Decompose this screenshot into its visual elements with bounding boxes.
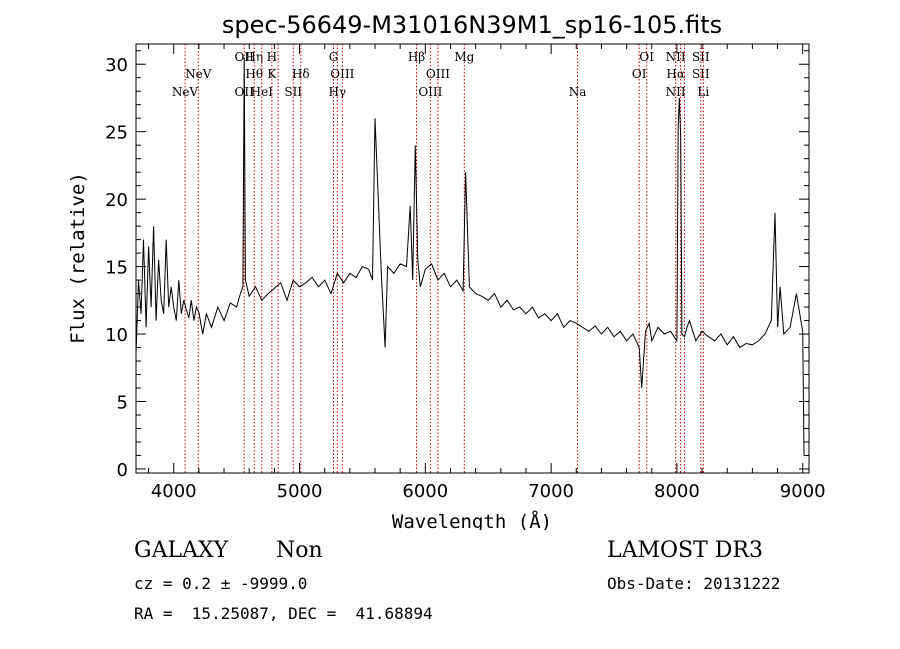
line-label: OI: [632, 67, 647, 81]
redshift-readout: cz = 0.2 ± -9999.0: [134, 574, 308, 593]
plot-frame: [135, 43, 810, 474]
spectrum-series: [135, 57, 805, 456]
line-label: Mg: [454, 50, 474, 64]
x-tick-label: 7000: [528, 481, 574, 502]
line-label: Hα: [666, 67, 685, 81]
line-label: SII: [692, 67, 710, 81]
line-label: OIII: [426, 67, 450, 81]
line-label: K: [267, 67, 277, 81]
x-tick-label: 4000: [151, 481, 197, 502]
x-tick-label: 5000: [277, 481, 323, 502]
survey-name: LAMOST DR3: [607, 538, 763, 563]
line-label: OII: [235, 50, 255, 64]
y-tick-label: 20: [105, 190, 128, 211]
y-tick-label: 10: [105, 325, 128, 346]
line-label: Hη: [245, 50, 263, 64]
spectrum-line: [135, 57, 805, 456]
line-label: OI: [639, 50, 654, 64]
line-label: Hθ: [245, 67, 263, 81]
y-tick-label: 15: [105, 258, 128, 279]
obs-date: Obs-Date: 20131222: [607, 574, 781, 593]
line-label: SII: [284, 85, 302, 99]
ra-dec-readout: RA = 15.25087, DEC = 41.68894: [134, 604, 433, 623]
line-label: HeI: [251, 85, 274, 99]
line-label: OIII: [418, 85, 442, 99]
line-label: Li: [697, 85, 709, 99]
y-tick-label: 5: [117, 393, 128, 414]
line-label: Hγ: [328, 85, 346, 99]
x-tick-label: 9000: [780, 481, 826, 502]
line-label: H: [267, 50, 277, 64]
y-tick-label: 25: [105, 123, 128, 144]
emission-line-markers: NeVNeVOIIOIIHηHθHeIHKSIIHδGHγOIIIHβOIIIO…: [172, 44, 710, 473]
line-label: NeV: [185, 67, 212, 81]
y-axis-label: Flux (relative): [67, 172, 89, 344]
line-label: NeV: [172, 85, 199, 99]
chart-title: spec-56649-M31016N39M1_sp16-105.fits: [222, 11, 722, 39]
line-label: OIII: [330, 67, 354, 81]
line-label: SII: [692, 50, 710, 64]
x-tick-label: 8000: [654, 481, 700, 502]
object-subclass: Non: [276, 538, 323, 563]
line-label: NII: [666, 50, 686, 64]
object-class: GALAXY: [134, 538, 229, 563]
line-label: Hβ: [408, 50, 425, 64]
axis-ticks: 4000 5000 6000 7000 8000 9000 0 5 10 15 20 25 30: [105, 44, 826, 502]
spectrum-chart: spec-56649-M31016N39M1_sp16-105.fits NeV…: [67, 11, 826, 530]
y-tick-label: 30: [105, 55, 128, 76]
line-label: Na: [569, 85, 587, 99]
line-label: Hδ: [292, 67, 310, 81]
x-axis-label: Wavelength (Å): [392, 510, 552, 530]
x-tick-label: 6000: [402, 481, 448, 502]
line-label: G: [329, 50, 339, 64]
line-label: NII: [666, 85, 686, 99]
y-tick-label: 0: [117, 460, 128, 481]
